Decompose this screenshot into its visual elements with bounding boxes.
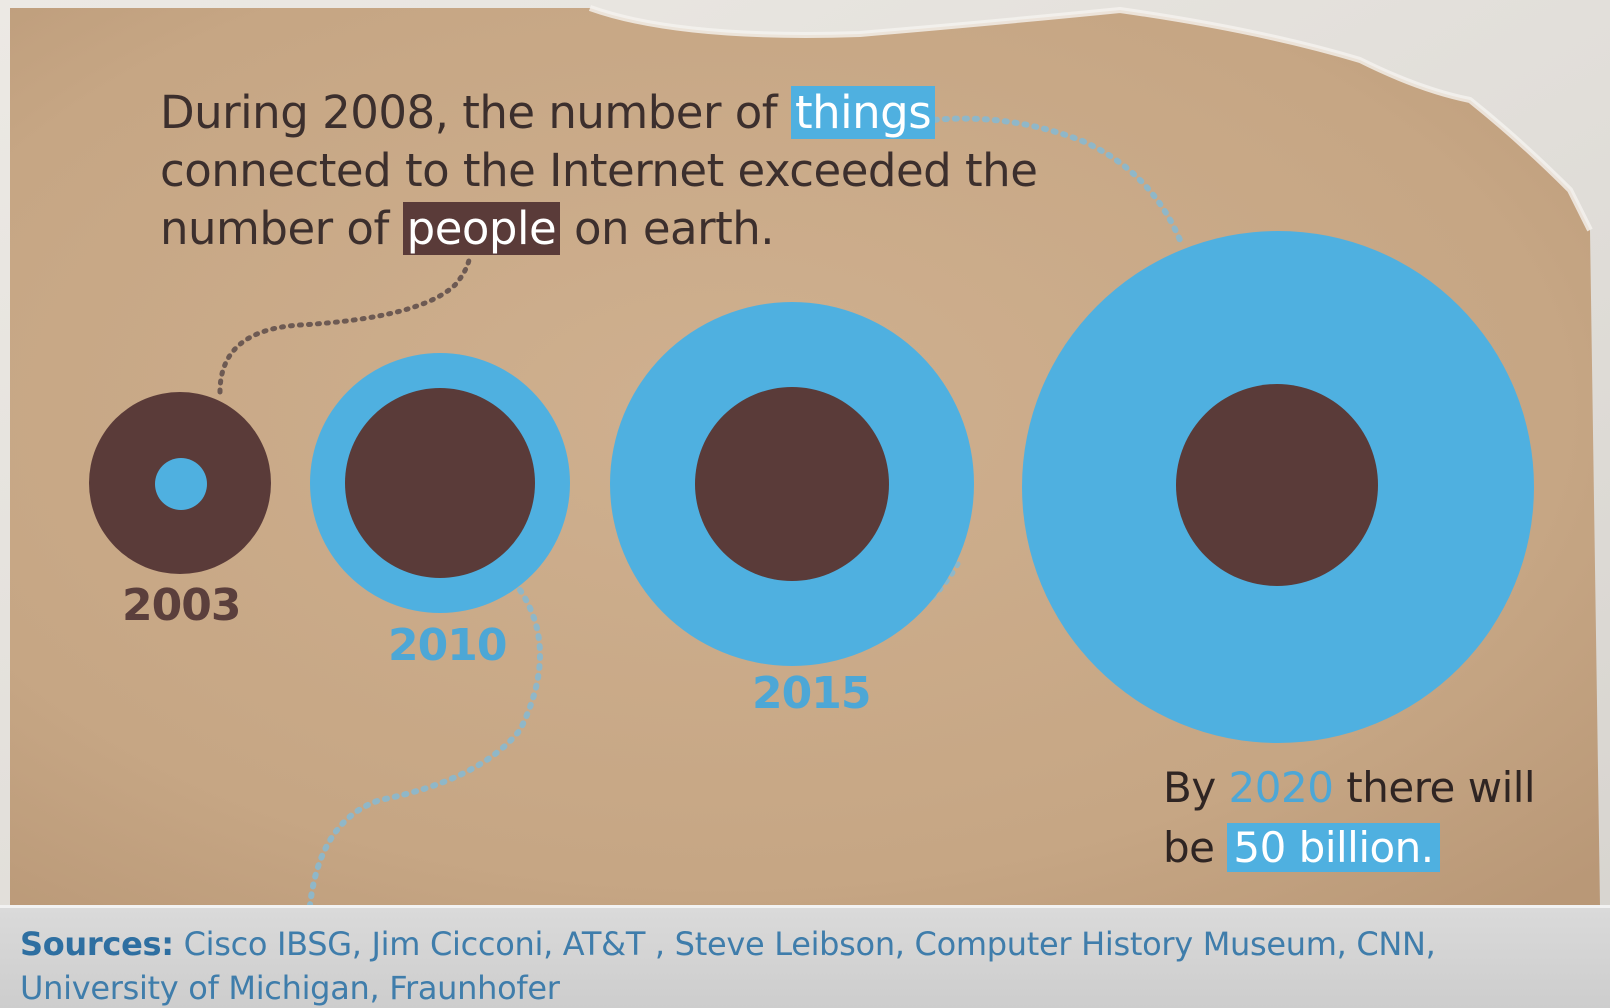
paper-edge — [588, 5, 1593, 232]
projection-middle: there will be — [1163, 763, 1536, 872]
year-label-2015: 2015 — [752, 668, 871, 719]
year-label-2003: 2003 — [122, 580, 241, 631]
year-label-2010: 2010 — [388, 620, 507, 671]
headline-lead: During 2008, the number of — [160, 86, 791, 139]
artwork-background — [0, 0, 1610, 905]
circle-2010-people — [345, 388, 535, 578]
connector-bottom — [307, 587, 543, 905]
headline-middle: connected to the Internet exceeded the n… — [160, 144, 1038, 255]
sources-label: Sources: — [20, 925, 174, 963]
circle-2003-things — [155, 458, 207, 510]
circle-2015-people — [695, 387, 889, 581]
headline-end: on earth. — [560, 202, 775, 255]
headline: During 2008, the number of things connect… — [160, 84, 1060, 258]
connector-things — [912, 115, 1183, 243]
highlight-people: people — [402, 202, 561, 255]
projection-year: 2020 — [1228, 763, 1334, 812]
sources-list: Cisco IBSG, Jim Cicconi, AT&T , Steve Le… — [20, 925, 1436, 1007]
projection-amount: 50 billion. — [1227, 823, 1440, 872]
highlight-things: things — [790, 86, 936, 139]
projection-text: By 2020 there will be 50 billion. — [1163, 758, 1583, 878]
circle-2020-people — [1176, 384, 1378, 586]
projection-prefix: By — [1163, 763, 1229, 812]
connector-people — [217, 252, 473, 395]
sources-text: Sources: Cisco IBSG, Jim Cicconi, AT&T ,… — [20, 922, 1590, 1008]
sources-bar: Sources: Cisco IBSG, Jim Cicconi, AT&T ,… — [0, 905, 1610, 1008]
